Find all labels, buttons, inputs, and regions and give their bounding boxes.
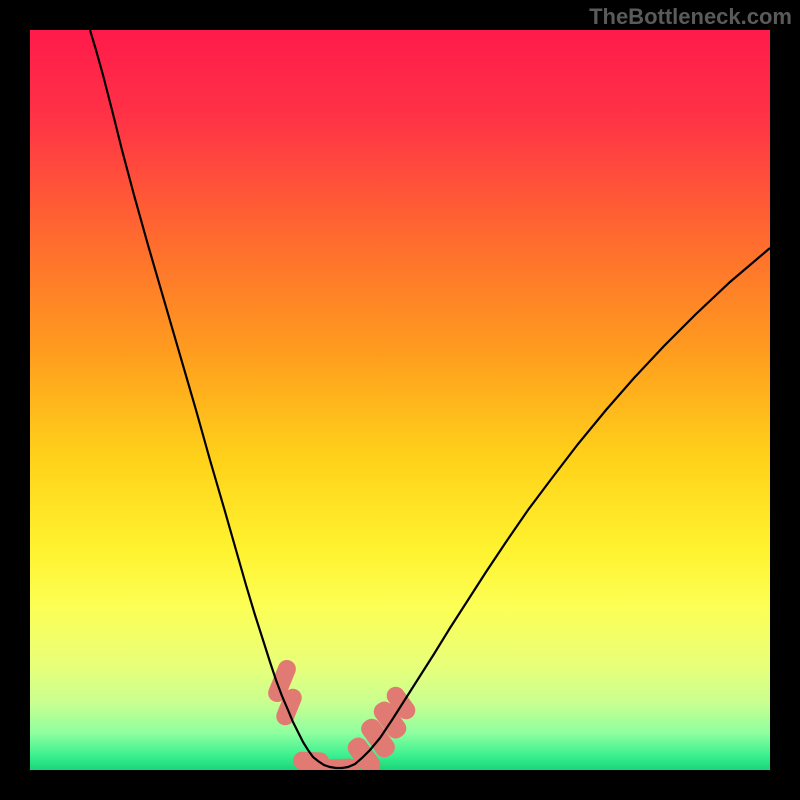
bottleneck-curve: [90, 30, 770, 768]
curve-overlay: [30, 30, 770, 770]
bottleneck-chart: [30, 30, 770, 770]
attribution-label: TheBottleneck.com: [589, 4, 792, 30]
